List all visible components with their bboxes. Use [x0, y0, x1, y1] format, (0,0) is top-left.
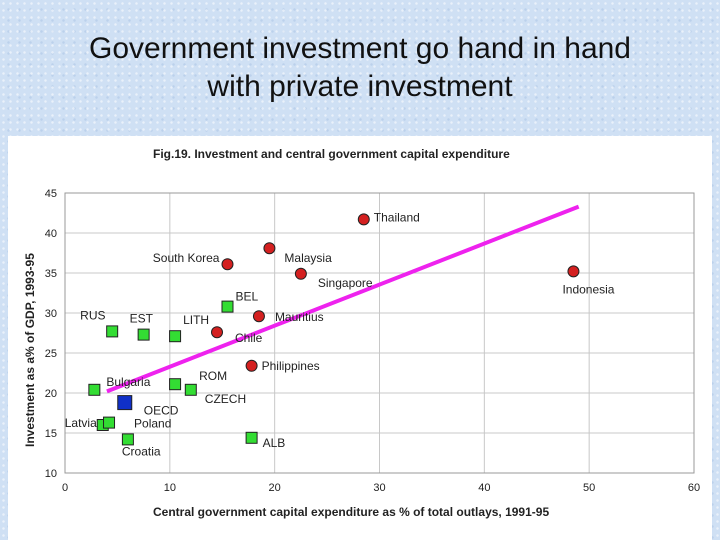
x-tick-label: 20 — [269, 482, 281, 494]
point-label-rom: ROM — [199, 369, 227, 383]
point-label-lith: LITH — [183, 313, 209, 327]
point-south-korea — [221, 258, 234, 271]
point-label-south-korea: South Korea — [153, 251, 220, 265]
slide-title-line2: with private investment — [207, 70, 513, 103]
chart-title: Fig.19. Investment and central governmen… — [153, 147, 510, 161]
point-label-croatia: Croatia — [122, 444, 161, 458]
point-label-bulgaria: Bulgaria — [106, 375, 150, 389]
chart-panel: Fig.19. Investment and central governmen… — [8, 136, 712, 540]
point-label-philippines: Philippines — [262, 359, 320, 373]
point-thailand — [357, 213, 370, 226]
y-tick-label: 20 — [45, 388, 57, 400]
point-label-poland: Poland — [134, 417, 171, 431]
point-malaysia — [263, 242, 276, 255]
point-alb — [245, 431, 258, 444]
point-croatia — [121, 433, 134, 446]
point-est — [137, 328, 150, 341]
point-indonesia — [567, 265, 580, 278]
point-label-alb: ALB — [263, 436, 286, 450]
x-tick-label: 60 — [688, 482, 700, 494]
point-mauritius — [252, 310, 265, 323]
y-tick-label: 45 — [45, 188, 57, 200]
y-tick-label: 10 — [45, 468, 57, 480]
x-tick-label: 40 — [478, 482, 490, 494]
point-bel — [221, 300, 234, 313]
scatter-chart: Fig.19. Investment and central governmen… — [23, 147, 700, 519]
point-label-bel: BEL — [235, 290, 258, 304]
point-label-oecd: OECD — [144, 404, 179, 418]
y-tick-label: 40 — [45, 228, 57, 240]
trend-line — [106, 204, 580, 394]
point-label-est: EST — [130, 312, 154, 326]
slide-title-line1: Government investment go hand in hand — [88, 32, 631, 65]
point-label-czech: CZECH — [205, 392, 246, 406]
point-label-latvia: Latvia — [65, 416, 97, 430]
point-label-indonesia: Indonesia — [562, 282, 614, 296]
y-axis-label: Investment as a% of GDP, 1993-95 — [23, 253, 37, 447]
point-chile — [211, 326, 224, 339]
x-tick-label: 10 — [164, 482, 176, 494]
y-tick-label: 25 — [45, 348, 57, 360]
point-label-malaysia: Malaysia — [284, 251, 332, 265]
point-rom — [169, 378, 182, 391]
y-tick-label: 15 — [45, 428, 57, 440]
y-tick-label: 30 — [45, 308, 57, 320]
slide-title: Government investment go hand in hand wi… — [0, 30, 720, 106]
point-philippines — [245, 359, 258, 372]
x-tick-label: 30 — [373, 482, 385, 494]
x-tick-label: 0 — [62, 482, 68, 494]
point-label-thailand: Thailand — [374, 210, 420, 224]
point-label-rus: RUS — [80, 308, 105, 322]
plot-area-border — [64, 192, 695, 474]
y-tick-label: 35 — [45, 268, 57, 280]
x-tick-label: 50 — [583, 482, 595, 494]
point-oecd — [117, 395, 133, 411]
point-lith — [169, 330, 182, 343]
point-czech — [184, 383, 197, 396]
point-label-mauritius: Mauritius — [275, 310, 324, 324]
point-singapore — [294, 267, 307, 280]
point-bulgaria — [88, 383, 101, 396]
point-poland — [103, 416, 116, 429]
x-axis-label: Central government capital expenditure a… — [153, 505, 549, 519]
point-label-singapore: Singapore — [318, 276, 373, 290]
point-rus — [106, 325, 119, 338]
point-label-chile: Chile — [235, 331, 263, 345]
